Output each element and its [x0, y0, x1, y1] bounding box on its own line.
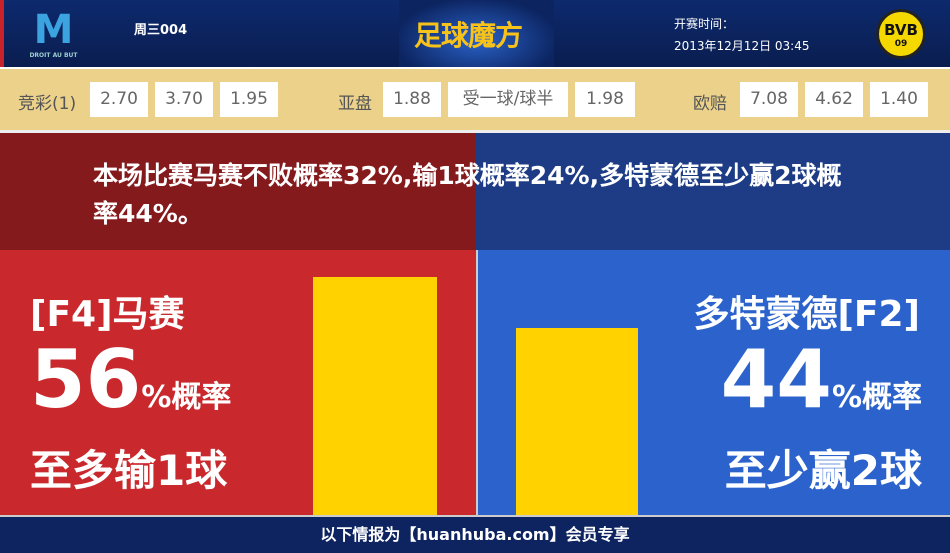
header: M DROIT AU BUT 周三004 足球魔方 开赛时间： 2013年12月1… [0, 0, 950, 67]
odds-value: 1.95 [220, 82, 278, 117]
kickoff-label: 开赛时间： [674, 17, 735, 31]
logo-motto: DROIT AU BUT [29, 52, 78, 59]
away-percent-value: 44 [720, 333, 832, 426]
brand-logo: 足球魔方 [414, 19, 523, 52]
away-team: 多特蒙德[F2] [693, 294, 920, 335]
match-number: 周三004 [134, 23, 188, 38]
odds-bar: 竞彩(1) 2.70 3.70 1.95 亚盘 1.88 受一球/球半 1.98… [0, 67, 950, 130]
odds-value: 4.62 [805, 82, 863, 117]
jingcai-label: 竞彩(1) [18, 94, 77, 114]
home-probability-bar [313, 277, 437, 515]
odds-value: 7.08 [740, 82, 798, 117]
kickoff-time: 2013年12月12日 03:45 [674, 39, 810, 53]
odds-value: 1.40 [870, 82, 928, 117]
odds-value: 1.98 [575, 82, 635, 117]
ouzhou-label: 欧赔 [693, 94, 727, 114]
home-percent: 56%概率 [30, 340, 231, 420]
dortmund-logo: BVB 09 [876, 9, 926, 59]
away-percent-unit: %概率 [831, 380, 922, 415]
away-probability-bar [516, 328, 638, 515]
odds-value: 1.88 [383, 82, 441, 117]
odds-value: 3.70 [155, 82, 213, 117]
away-percent: 44%概率 [721, 340, 922, 420]
summary-right-bg [476, 130, 950, 250]
home-outcome: 至多输1球 [30, 446, 228, 495]
home-team: [F4]马赛 [30, 294, 185, 335]
logo-text: BVB [884, 21, 918, 39]
home-percent-unit: %概率 [141, 380, 232, 415]
marseille-logo: M DROIT AU BUT [26, 8, 81, 63]
home-percent-value: 56 [30, 333, 142, 426]
yapan-label: 亚盘 [338, 94, 372, 114]
away-outcome: 至少赢2球 [724, 446, 922, 495]
brand-panel [399, 0, 554, 67]
member-footer[interactable]: 以下情报为【huanhuba.com】会员专享 [0, 515, 950, 553]
logo-sub: 09 [894, 39, 908, 49]
summary-left-bg [0, 130, 476, 250]
handicap-value: 受一球/球半 [448, 82, 568, 117]
summary-text: 本场比赛马赛不败概率32%,输1球概率24%,多特蒙德至少赢2球概率44%。 [93, 161, 842, 228]
odds-value: 2.70 [90, 82, 148, 117]
